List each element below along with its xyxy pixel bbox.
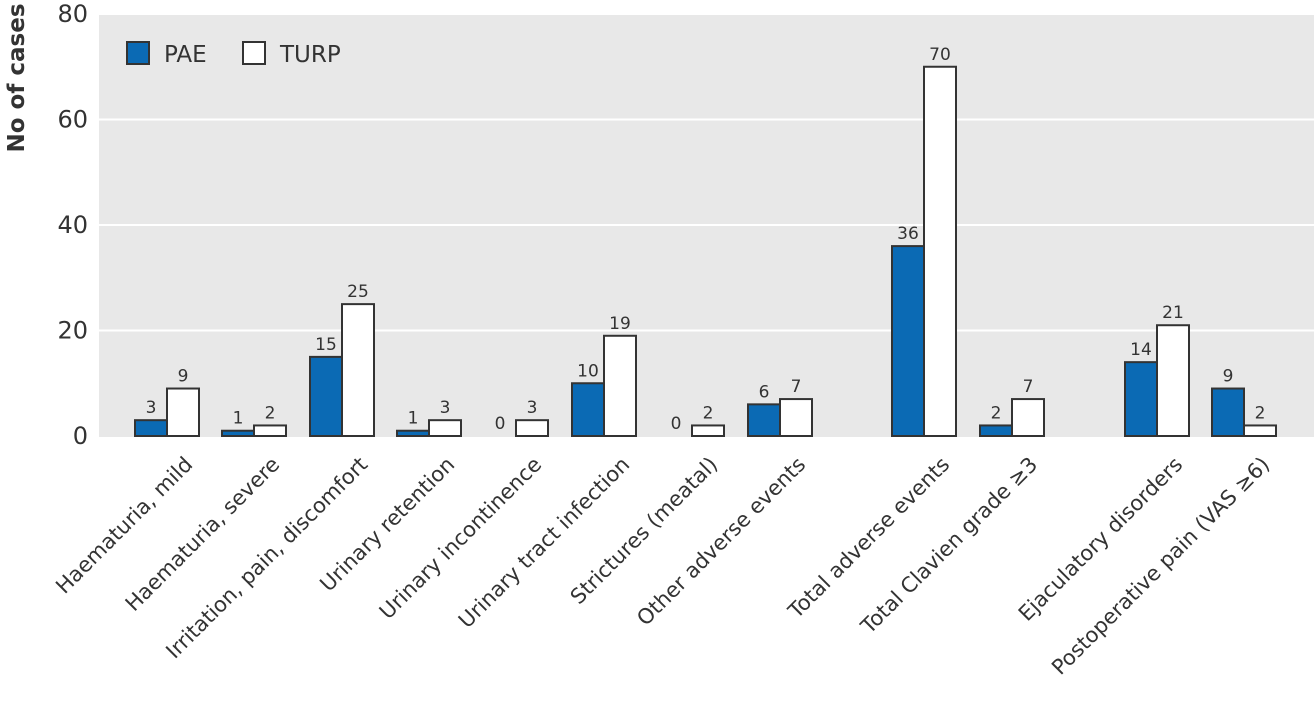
y-tick-label: 60 xyxy=(57,106,88,134)
bars xyxy=(134,65,1277,438)
category-label: Other adverse events xyxy=(632,452,810,630)
data-label-pae: 6 xyxy=(759,382,770,402)
bar-turp xyxy=(166,387,200,437)
bar-pae xyxy=(309,355,343,437)
category-label: Total adverse events xyxy=(783,452,954,623)
bar-pae xyxy=(396,429,430,438)
data-label-pae: 0 xyxy=(671,414,682,434)
category-label: Urinary tract infection xyxy=(454,452,634,632)
data-label-turp: 25 xyxy=(347,282,369,302)
data-label-turp: 7 xyxy=(791,377,802,397)
data-label-pae: 10 xyxy=(577,361,599,381)
bar-turp xyxy=(1156,324,1190,438)
data-label-turp: 70 xyxy=(929,45,951,65)
bar-pae xyxy=(747,403,781,438)
data-label-turp: 9 xyxy=(178,367,189,387)
data-label-turp: 3 xyxy=(440,398,451,418)
y-tick-label: 40 xyxy=(57,211,88,239)
data-label-pae: 3 xyxy=(146,398,157,418)
data-label-pae: 2 xyxy=(991,403,1002,423)
bar-turp xyxy=(779,398,813,438)
data-label-pae: 36 xyxy=(897,224,919,244)
legend: PAE TURP xyxy=(126,41,341,68)
legend-label-pae: PAE xyxy=(164,42,207,68)
bar-turp xyxy=(253,424,287,438)
data-label-turp: 2 xyxy=(703,403,714,423)
category-label: Strictures (meatal) xyxy=(566,452,723,609)
bar-turp xyxy=(428,419,462,437)
data-label-turp: 19 xyxy=(609,314,631,334)
bar-turp xyxy=(1011,398,1045,438)
bar-pae xyxy=(1124,361,1158,437)
legend-swatch-pae xyxy=(126,41,150,65)
bar-turp xyxy=(341,303,375,437)
y-tick-label: 80 xyxy=(57,0,88,28)
category-label: Haematuria, severe xyxy=(121,452,285,616)
bar-turp xyxy=(515,419,549,437)
bar-turp xyxy=(1243,424,1277,438)
data-label-pae: 15 xyxy=(315,335,337,355)
bar-turp xyxy=(691,424,725,438)
category-label: Ejaculatory disorders xyxy=(1014,452,1188,626)
y-axis-ticks: 0 20 40 60 80 xyxy=(57,0,88,450)
category-label: Total Clavien grade ≥3 xyxy=(856,452,1043,639)
y-axis-label: No of cases xyxy=(4,3,30,152)
bar-pae xyxy=(1211,387,1245,437)
data-label-turp: 7 xyxy=(1023,377,1034,397)
y-tick-label: 20 xyxy=(57,317,88,345)
bar-turp xyxy=(603,334,637,437)
bar-pae xyxy=(891,245,925,437)
y-tick-label: 0 xyxy=(73,422,88,450)
data-label-turp: 21 xyxy=(1162,303,1184,323)
data-label-pae: 1 xyxy=(233,409,244,429)
data-label-turp: 2 xyxy=(1255,403,1266,423)
data-label-pae: 1 xyxy=(408,409,419,429)
bar-pae xyxy=(221,429,255,438)
bar-pae xyxy=(134,419,168,437)
data-label-pae: 0 xyxy=(495,414,506,434)
grid-lines xyxy=(99,13,1314,332)
category-label: Urinary incontinence xyxy=(375,452,547,624)
bar-pae xyxy=(571,382,605,437)
data-label-pae: 9 xyxy=(1223,367,1234,387)
data-label-pae: 14 xyxy=(1130,340,1152,360)
bar-pae xyxy=(979,424,1013,438)
legend-label-turp: TURP xyxy=(279,42,341,68)
data-label-turp: 2 xyxy=(265,403,276,423)
legend-swatch-turp xyxy=(242,41,266,65)
bar-turp xyxy=(923,65,957,437)
data-label-turp: 3 xyxy=(527,398,538,418)
